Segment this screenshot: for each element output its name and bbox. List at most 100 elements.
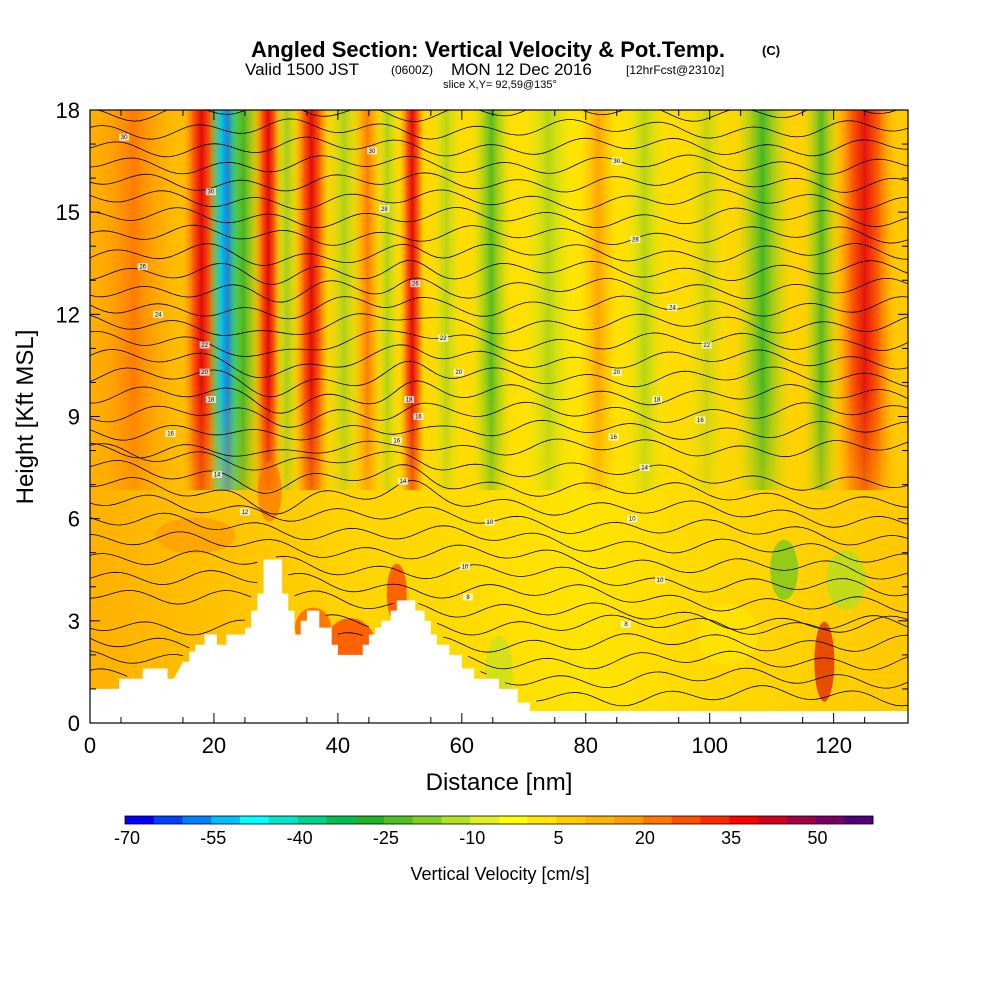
isentrope-line — [90, 614, 908, 636]
y-tick-label: 6 — [68, 507, 80, 532]
isentrope-line — [90, 224, 908, 246]
contour-label: 10 — [484, 518, 495, 526]
isentrope-line — [90, 189, 908, 211]
velocity-band-11 — [399, 110, 425, 491]
velocity-band-18 — [734, 110, 791, 491]
subtitle-valid-time: Valid 1500 JST — [245, 60, 359, 79]
isentrope-line — [90, 650, 908, 671]
contour-label: 18 — [404, 395, 415, 403]
contour-label: 16 — [695, 416, 706, 424]
velocity-band-13 — [471, 110, 512, 491]
colorbar-swatch — [729, 816, 759, 824]
svg-text:10: 10 — [629, 517, 636, 523]
contour-label: 14 — [639, 464, 650, 472]
colorbar-swatch — [125, 816, 155, 824]
contour-label: 20 — [611, 368, 622, 376]
isentrope-line — [90, 460, 908, 510]
subtitle-forecast: [12hrFcst@2310z] — [626, 63, 724, 77]
x-tick-label: 60 — [450, 733, 474, 758]
colorbar-swatch — [757, 816, 787, 824]
colorbar-swatch — [383, 816, 413, 824]
isentrope-line — [90, 443, 908, 491]
isentrope-line — [536, 685, 908, 707]
slice-label: slice X,Y= 92,59@135° — [443, 79, 557, 91]
svg-text:20: 20 — [613, 370, 620, 376]
terrain-mask — [90, 559, 908, 723]
isentrope-line — [90, 632, 908, 653]
velocity-band-12 — [430, 110, 462, 491]
colorbar-swatch — [470, 816, 500, 824]
velocity-band-10 — [375, 110, 400, 491]
contour-label: 30 — [366, 147, 377, 155]
potential-temperature-contours — [90, 110, 908, 707]
contour-label: 16 — [391, 436, 402, 444]
contour-label: 10 — [655, 576, 666, 584]
svg-text:18: 18 — [654, 397, 661, 403]
contour-label: 18 — [205, 395, 216, 403]
contour-label: 8 — [621, 620, 632, 628]
contour-label: 20 — [199, 368, 210, 376]
colorbar-swatch — [182, 816, 212, 824]
svg-text:16: 16 — [393, 438, 400, 444]
x-tick-label: 20 — [202, 733, 226, 758]
isentrope-line — [90, 380, 908, 414]
y-tick-label: 12 — [56, 302, 80, 327]
isentrope-line — [95, 110, 899, 122]
svg-text:16: 16 — [415, 415, 422, 421]
isentrope-line — [90, 136, 908, 158]
svg-text:22: 22 — [201, 343, 208, 349]
colorbar-swatch — [499, 816, 529, 824]
isentrope-line — [90, 243, 908, 267]
svg-text:14: 14 — [214, 472, 221, 478]
isentrope-line — [90, 550, 908, 597]
x-axis-label: Distance [nm] — [426, 769, 573, 796]
colorbar-frame — [124, 815, 874, 825]
isentrope-line — [90, 589, 908, 630]
isentrope-line — [90, 438, 908, 459]
contour-label: 28 — [630, 235, 641, 243]
isentrope-line — [90, 512, 908, 563]
colorbar-tick-label: 20 — [635, 828, 655, 848]
velocity-band-7 — [294, 110, 329, 491]
contour-label: 24 — [667, 304, 678, 312]
isentrope-line — [90, 295, 908, 320]
svg-text:22: 22 — [703, 343, 710, 349]
svg-text:20: 20 — [455, 370, 462, 376]
plot-area: 30 30 30 30 28 28 26 26 24 24 22 22 22 20 20 20 18 18 18 16… — [90, 110, 908, 723]
svg-text:30: 30 — [369, 149, 376, 155]
isentrope-line — [90, 667, 908, 689]
svg-text:30: 30 — [207, 190, 214, 196]
contour-label: 30 — [205, 188, 216, 196]
contour-label: 30 — [611, 157, 622, 165]
chart-title-tag: (C) — [762, 43, 780, 58]
colorbar-tick-label: -10 — [459, 828, 485, 848]
colorbar-swatch — [355, 816, 385, 824]
svg-text:8: 8 — [466, 595, 470, 601]
isentrope-line — [90, 419, 908, 441]
contour-label: 18 — [652, 395, 663, 403]
y-tick-label: 18 — [56, 98, 80, 123]
y-axis: 0 3 6 9 12 15 18 — [56, 98, 908, 736]
y-axis-label: Height [Kft MSL] — [12, 330, 39, 505]
x-tick-label: 0 — [84, 733, 96, 758]
contour-label: 16 — [413, 413, 424, 421]
svg-text:22: 22 — [440, 336, 447, 342]
y-tick-label: 9 — [68, 405, 80, 430]
y-tick-label: 3 — [68, 609, 80, 634]
x-tick-label: 100 — [691, 733, 728, 758]
isentrope-line — [90, 206, 908, 229]
svg-text:16: 16 — [610, 435, 617, 441]
isentrope-line — [90, 329, 908, 357]
contour-label: 26 — [410, 280, 421, 288]
isentrope-line — [90, 171, 908, 193]
svg-text:28: 28 — [632, 237, 639, 243]
contour-label: 20 — [453, 368, 464, 376]
colorbar-tick-label: 35 — [721, 828, 741, 848]
svg-text:30: 30 — [121, 135, 128, 141]
minor-ticks — [90, 110, 908, 723]
low-level-feature-4 — [814, 621, 835, 702]
low-level-feature-5 — [257, 461, 282, 522]
colorbar-swatch — [441, 816, 471, 824]
contour-label: 12 — [239, 508, 250, 516]
